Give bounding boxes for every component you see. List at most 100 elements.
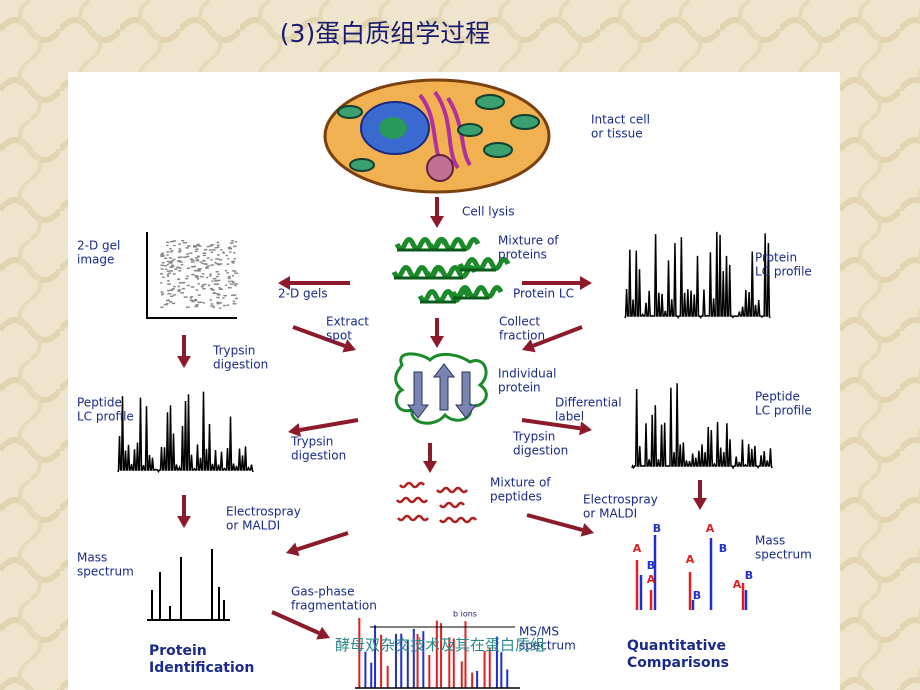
gel-spot xyxy=(210,244,215,246)
gel-spot xyxy=(211,249,216,251)
gel-spot xyxy=(216,301,220,304)
arrow-shaft xyxy=(532,325,583,348)
gel-spot xyxy=(171,302,176,305)
gel-spot xyxy=(215,275,219,278)
gel-spot xyxy=(178,261,183,263)
gel-spot xyxy=(173,244,176,247)
label: Mass xyxy=(755,534,785,548)
gel-spot xyxy=(231,274,235,277)
gel-spot xyxy=(231,240,234,242)
gel-spot xyxy=(202,288,206,290)
label: Trypsin xyxy=(512,430,555,444)
arrow-head xyxy=(580,523,594,537)
gel-spot xyxy=(234,272,239,274)
gel-spot xyxy=(195,248,199,251)
gel-spot xyxy=(193,269,197,272)
gel-spot xyxy=(169,262,173,264)
gel-spot xyxy=(218,258,223,261)
gel-spot xyxy=(166,263,169,266)
gel-spot xyxy=(229,283,234,285)
gel-spot xyxy=(177,260,180,263)
gel-spot xyxy=(163,265,167,267)
gel-spot xyxy=(170,265,175,268)
label: Extract xyxy=(326,315,369,329)
arrow-shaft xyxy=(271,610,320,635)
label: fraction xyxy=(499,329,545,343)
gel-spot xyxy=(202,252,207,254)
gel-spot xyxy=(168,262,171,264)
gel-spot xyxy=(168,257,172,259)
arrow-head xyxy=(693,498,707,510)
gel-spot xyxy=(198,245,202,247)
gel-spot xyxy=(190,261,195,263)
gel-spot xyxy=(181,240,185,242)
gel-spot xyxy=(162,276,165,279)
gel-spot xyxy=(233,270,237,272)
peak-label: B xyxy=(653,522,661,535)
label: digestion xyxy=(513,444,568,458)
gel-spot xyxy=(215,271,219,273)
arrow-shaft xyxy=(526,513,583,532)
gel-spot xyxy=(169,266,173,269)
gel-spot xyxy=(212,277,217,280)
gel-spot xyxy=(182,242,187,244)
cell xyxy=(323,78,551,194)
gel-spot xyxy=(189,299,194,301)
lc-profile xyxy=(117,391,254,474)
label: Peptide xyxy=(77,396,122,410)
protein-blob xyxy=(427,237,481,251)
gel-spot xyxy=(197,270,201,272)
gel-spot xyxy=(185,255,190,258)
gel-spot xyxy=(209,287,212,290)
gel-spot xyxy=(167,283,172,285)
gel-spot xyxy=(178,289,182,291)
gel-spot xyxy=(207,284,211,287)
label: Intact cell xyxy=(591,113,650,127)
gel-spot xyxy=(196,244,199,247)
gel-spot xyxy=(178,250,182,252)
footer: 酵母双杂交技术及其在蛋白质组 xyxy=(335,636,545,654)
gel-spot xyxy=(216,246,220,249)
gel-spot xyxy=(211,280,214,282)
peptide xyxy=(397,514,429,522)
gel-spot xyxy=(178,243,181,245)
gel-spot xyxy=(234,240,237,243)
gel-spot xyxy=(196,278,200,280)
gel-spot xyxy=(226,304,230,306)
gel-spot xyxy=(180,263,184,266)
label: Trypsin xyxy=(290,435,333,449)
label: Comparisons xyxy=(627,655,729,671)
gel-spot xyxy=(169,301,173,303)
peak-label: A xyxy=(633,542,642,555)
gel-spot xyxy=(234,297,239,300)
label: Collect xyxy=(499,315,540,329)
gel-spot xyxy=(172,240,177,242)
arrow-head xyxy=(342,339,356,353)
gel-spot xyxy=(161,252,164,254)
gel-spot xyxy=(177,290,181,292)
gel-spot xyxy=(168,272,172,275)
peak-label: A xyxy=(686,553,695,566)
label: Protein xyxy=(149,643,207,659)
label: Electrospray xyxy=(226,505,301,519)
label: or MALDI xyxy=(226,519,280,533)
gel-spot xyxy=(170,260,174,262)
gel-spot xyxy=(202,259,206,262)
gel-spot xyxy=(169,289,174,292)
gel-spot xyxy=(186,284,190,287)
gel-spot xyxy=(170,250,174,252)
gel-spot xyxy=(166,270,170,272)
gel-spot xyxy=(212,306,215,309)
gel-spot xyxy=(165,268,168,270)
gel-spot xyxy=(225,284,228,287)
gel-spot xyxy=(206,245,210,248)
arrow-head xyxy=(430,336,444,348)
gel-spot xyxy=(211,288,214,290)
gel-spot xyxy=(184,241,187,244)
gel-spot xyxy=(160,291,164,293)
gel-spot xyxy=(170,240,174,243)
gel-spot xyxy=(190,286,195,288)
gel-spot xyxy=(166,260,170,263)
arrow-head xyxy=(177,516,191,528)
gel-spot xyxy=(171,264,174,266)
